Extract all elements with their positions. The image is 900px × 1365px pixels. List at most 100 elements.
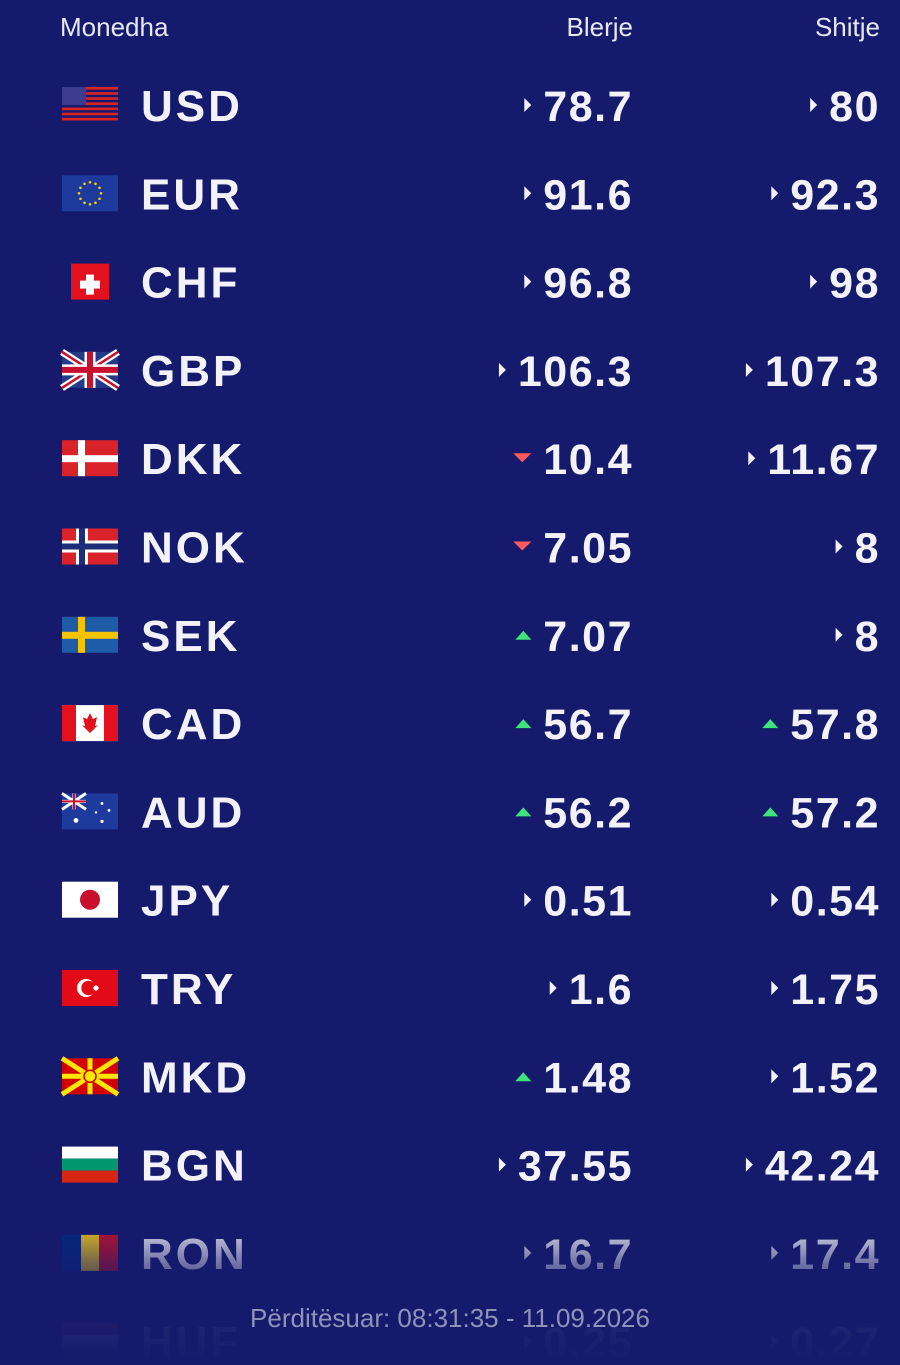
currency-code: TRY [141,965,236,1014]
flag-part [81,980,96,996]
flag-part [80,889,100,910]
flag-part [94,811,98,814]
currency-code: NOK [141,524,248,573]
rate-row: CHF 96.8 98 [71,259,879,308]
flag-part [62,455,118,463]
sell-rate: 1.52 [790,1054,880,1102]
rate-row: AUD 56.2 57.2 [61,788,880,837]
trend-flat [524,186,532,201]
buy-rate: 106.3 [518,348,633,396]
trend-flat [810,98,818,112]
flag-part [73,818,79,823]
flag-part [107,809,111,812]
trend-up [515,807,532,817]
flag-part [62,1146,118,1159]
rate-row: EUR 91.6 92.3 [62,170,880,219]
flag [62,1146,118,1183]
flag [60,348,120,391]
trend-flat [524,892,532,907]
trend-flat [771,1069,779,1084]
flag-part [62,107,118,111]
flag-part [62,112,118,116]
rate-row: DKK 10.4 11.67 [62,435,880,484]
header-buy: Blerje [567,12,633,42]
flag-part [62,92,118,95]
currency-code: MKD [141,1053,250,1102]
trend-flat [810,274,818,289]
flag [62,616,118,653]
flag [62,705,118,742]
flag [60,1056,120,1097]
sell-rate: 107.3 [765,348,880,396]
rate-row: CAD 56.7 57.8 [62,700,880,749]
flag [62,970,118,1006]
flag [61,792,118,830]
currency-code: CHF [141,259,240,308]
flag [62,87,118,121]
currency-code: CAD [141,700,245,749]
currency-code: EUR [141,170,243,219]
flag-part [62,705,76,742]
sell-rate: 57.8 [790,701,880,749]
trend-up [515,630,532,640]
sell-rate: 8 [855,525,880,573]
rate-row: TRY 1.6 1.75 [62,965,880,1014]
flag-part [98,186,101,190]
flag-part [62,793,86,810]
rate-row: GBP 106.3 107.3 [60,347,880,396]
buy-rate: 78.7 [543,83,633,131]
currency-code: BGN [141,1142,248,1191]
sell-rate: 80 [829,83,880,131]
rate-row: JPY 0.51 0.54 [62,877,880,926]
currency-code: JPY [141,877,233,926]
buy-rate: 1.48 [543,1054,633,1102]
flag [62,175,118,212]
flag [62,440,118,477]
sell-rate: 57.2 [790,789,880,837]
header-sell: Shitje [815,12,880,42]
header-currency: Monedha [60,12,169,42]
trend-flat [745,1157,753,1172]
currency-code: USD [141,82,243,131]
trend-flat [498,1157,506,1172]
buy-rate: 37.55 [518,1143,633,1191]
flag-part [62,97,118,100]
flag [62,881,118,918]
flag-part [62,117,118,121]
flag-part [62,631,118,639]
flag-part [82,713,98,734]
trend-flat [498,362,506,377]
buy-rate: 56.2 [543,789,633,837]
currency-code: SEK [141,612,240,661]
fade-overlay [0,1215,900,1365]
flag-part [88,203,92,206]
rate-row: SEK 7.07 8 [62,612,879,661]
sell-rate: 92.3 [790,171,880,219]
sell-rate: 11.67 [767,436,880,484]
flag-part [98,197,101,201]
flag-part [83,182,86,186]
flag-part [62,175,118,212]
trend-up [762,807,779,817]
flag-part [62,543,118,550]
currency-code: AUD [141,788,245,837]
buy-rate: 1.6 [569,966,633,1014]
trend-up [515,719,532,729]
flag-part [62,1170,118,1183]
flag-part [77,192,81,195]
flag-part [62,87,118,90]
sell-rate: 1.75 [790,966,880,1014]
flag-part [80,280,100,289]
flag-part [94,182,97,186]
trend-flat [745,362,753,377]
flag-part [79,197,82,201]
rate-row: MKD 1.48 1.52 [60,1053,880,1102]
sell-rate: 0.54 [790,878,880,926]
trend-flat [771,892,779,907]
flag-part [100,802,104,805]
rate-row: USD 78.7 80 [62,82,880,131]
trend-flat [524,274,532,289]
trend-flat [771,981,779,995]
flag [62,528,118,565]
